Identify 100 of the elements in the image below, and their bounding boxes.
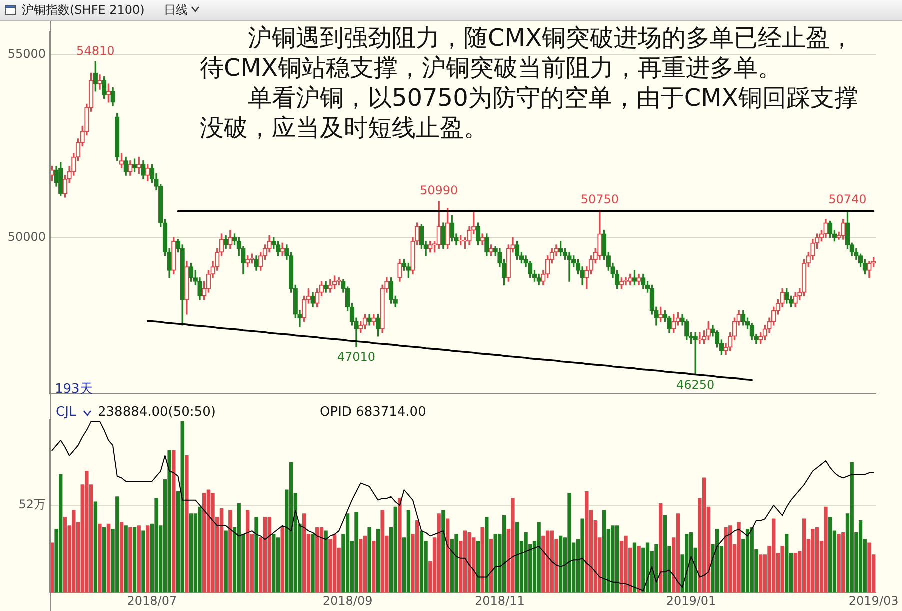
bar	[480, 527, 484, 593]
bar	[737, 522, 741, 593]
candlestick	[567, 252, 572, 282]
annotation: 单看沪铜，以50750为防守的空单，由于CMX铜回踩支撑没破，应当及时短线止盈。	[200, 83, 860, 143]
bar	[516, 522, 520, 593]
bar	[468, 532, 472, 593]
bar	[611, 526, 615, 593]
bar	[368, 527, 372, 593]
bar	[120, 522, 124, 593]
bar	[811, 529, 815, 593]
bar	[398, 498, 402, 593]
bar	[585, 491, 589, 593]
bar	[758, 554, 763, 593]
annotation: 47010	[337, 350, 376, 364]
bar	[702, 478, 706, 593]
annotation: 50990	[420, 184, 458, 198]
chart-title: CJL	[56, 405, 76, 421]
candlestick	[698, 332, 702, 344]
annotation: 50750	[580, 192, 620, 206]
bar	[316, 527, 320, 593]
bar	[676, 514, 680, 593]
bar	[546, 530, 550, 593]
bar	[94, 502, 98, 593]
bar	[211, 493, 215, 593]
text: OPID 683714.00	[320, 405, 426, 421]
bar	[302, 514, 306, 593]
x-tick-label: 2019/01	[666, 594, 716, 608]
bar	[780, 546, 784, 593]
bar	[715, 529, 720, 593]
bar	[802, 518, 806, 593]
bar	[394, 506, 398, 593]
bar	[624, 536, 628, 593]
annotation: 46250	[676, 378, 715, 392]
bar	[272, 534, 276, 593]
bar	[198, 506, 202, 593]
bar	[646, 542, 650, 593]
bar	[359, 539, 363, 593]
bar	[224, 530, 228, 593]
bar	[785, 534, 789, 593]
text: 238884.00(50:50)	[98, 405, 216, 421]
bar	[142, 530, 146, 593]
bar	[837, 534, 841, 593]
bar	[420, 530, 424, 593]
bar	[489, 539, 494, 593]
annotation: 193天	[55, 381, 93, 398]
bar	[485, 517, 489, 593]
bar	[85, 470, 89, 593]
bar	[154, 498, 158, 593]
ref-line-label: 52万	[18, 498, 46, 512]
y-tick-label: 55000	[8, 46, 46, 61]
bar	[658, 503, 663, 593]
y-tick-label: 50000	[8, 230, 46, 244]
bar	[189, 514, 194, 593]
bar	[746, 529, 750, 593]
chart-subtitle: 日线	[164, 2, 188, 19]
bar	[128, 527, 132, 593]
bar	[102, 527, 106, 593]
bar	[280, 527, 284, 593]
bar	[124, 526, 128, 593]
bar	[437, 514, 441, 593]
bar	[372, 541, 376, 593]
bar	[724, 527, 728, 593]
bar	[568, 493, 572, 593]
bar	[106, 524, 111, 593]
x-tick-label: 2019/03	[848, 594, 899, 608]
bar	[632, 542, 637, 593]
x-tick-label: 2018/07	[127, 594, 178, 608]
bar	[502, 515, 506, 593]
bar	[442, 510, 446, 593]
bar	[637, 546, 641, 593]
bar	[202, 493, 206, 593]
bar	[132, 527, 137, 593]
bar	[289, 462, 294, 593]
bar	[580, 518, 584, 593]
bar	[137, 526, 141, 593]
annotation: 50740	[828, 192, 867, 207]
bar	[268, 517, 272, 593]
bar	[376, 529, 380, 593]
bar	[172, 450, 176, 593]
bar	[524, 532, 528, 593]
bar	[815, 527, 820, 593]
bar	[824, 506, 828, 593]
bar	[537, 522, 541, 593]
bar	[558, 536, 563, 593]
bar	[246, 510, 250, 593]
bar	[454, 534, 458, 593]
bar	[406, 510, 410, 593]
bar	[220, 508, 224, 593]
x-tick-label: 2018/11	[475, 594, 525, 608]
bar	[332, 534, 337, 593]
bar	[168, 450, 172, 593]
bar	[346, 514, 350, 593]
bar	[180, 421, 184, 593]
bar	[476, 541, 480, 593]
bar	[228, 510, 232, 593]
bar	[320, 527, 324, 593]
bar	[63, 517, 68, 593]
bar	[828, 517, 832, 593]
bar	[511, 498, 515, 593]
bar	[311, 534, 315, 593]
